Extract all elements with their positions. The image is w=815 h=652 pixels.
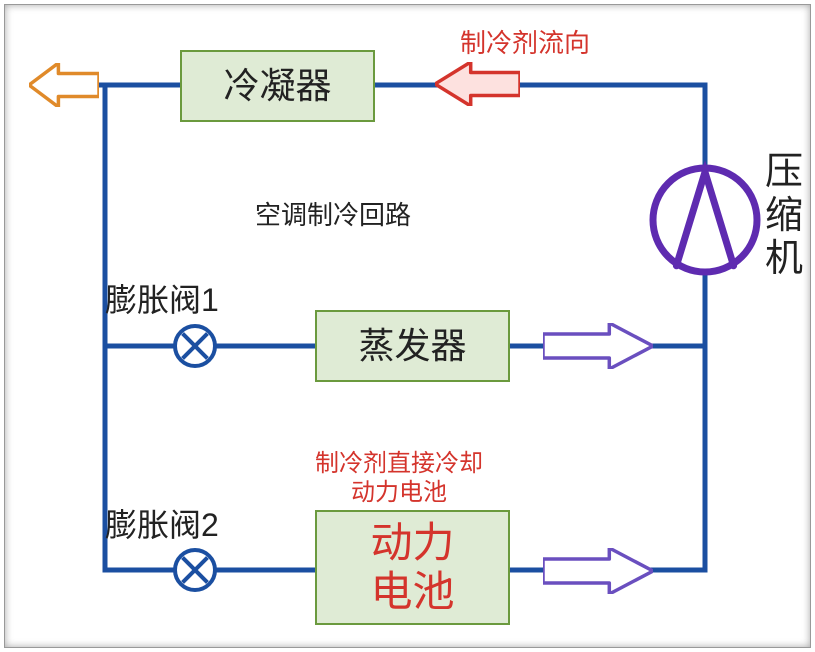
loop-label: 空调制冷回路 xyxy=(255,195,411,232)
evaporator-label: 蒸发器 xyxy=(358,325,466,366)
condenser-label: 冷凝器 xyxy=(223,65,331,106)
arrow-condenser-out xyxy=(29,63,99,107)
arrow-battery-out xyxy=(543,548,653,594)
valve2-label: 膨胀阀2 xyxy=(105,500,219,546)
compressor-label: 压缩机 xyxy=(765,151,803,282)
diagram-frame: 冷凝器 蒸发器 动力电池 压缩机 膨胀阀1 膨胀阀2 制冷剂流向 空调制冷回路 … xyxy=(4,4,811,648)
arrow-evaporator-out xyxy=(543,323,653,369)
arrow-flow-direction xyxy=(435,62,520,106)
evaporator-box: 蒸发器 xyxy=(315,310,510,382)
direct-cool-label: 制冷剂直接冷却动力电池 xyxy=(315,450,483,508)
flow-direction-label: 制冷剂流向 xyxy=(460,23,590,60)
valve1-label: 膨胀阀1 xyxy=(105,275,219,321)
condenser-box: 冷凝器 xyxy=(180,50,375,122)
battery-label: 动力电池 xyxy=(370,519,454,616)
compressor-icon xyxy=(653,168,757,272)
battery-box: 动力电池 xyxy=(315,510,510,625)
expansion-valve-2-icon xyxy=(175,550,215,590)
expansion-valve-1-icon xyxy=(175,326,215,366)
